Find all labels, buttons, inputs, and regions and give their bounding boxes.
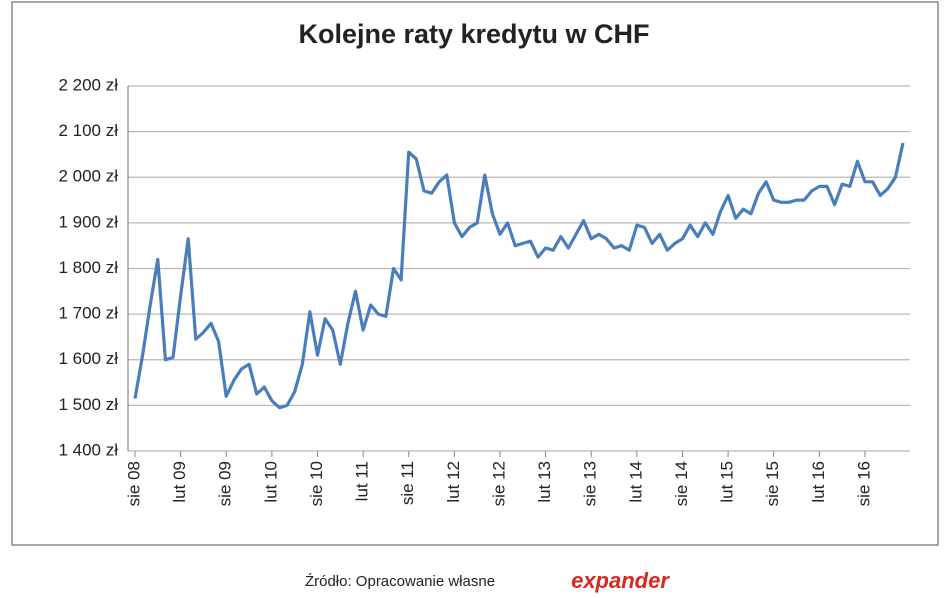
x-tick-label: sie 11 bbox=[398, 461, 417, 505]
x-tick-label: sie 13 bbox=[581, 461, 600, 506]
x-tick-label: sie 16 bbox=[854, 461, 873, 506]
x-tick-label: lut 14 bbox=[626, 461, 645, 503]
y-tick-label: 1 900 zł bbox=[58, 212, 118, 231]
x-tick-label: lut 12 bbox=[444, 461, 463, 503]
x-tick-label: lut 15 bbox=[718, 461, 737, 503]
x-tick-label: lut 13 bbox=[535, 461, 554, 503]
y-tick-label: 2 200 zł bbox=[58, 75, 118, 94]
x-tick-label: sie 09 bbox=[216, 461, 235, 506]
y-tick-label: 1 700 zł bbox=[58, 304, 118, 323]
x-tick-label: lut 09 bbox=[170, 461, 189, 503]
chart-title: Kolejne raty kredytu w CHF bbox=[298, 19, 649, 49]
y-tick-label: 1 400 zł bbox=[58, 440, 118, 459]
chart-frame bbox=[11, 1, 939, 546]
x-tick-label: sie 10 bbox=[307, 461, 326, 506]
source: Źródło: Opracowanie własne bbox=[305, 573, 495, 590]
y-tick-label: 1 600 zł bbox=[58, 349, 118, 368]
series-line bbox=[133, 142, 905, 410]
x-tick-label: sie 15 bbox=[763, 461, 782, 506]
x-tick-label: lut 11 bbox=[353, 461, 372, 501]
x-tick-label: sie 14 bbox=[672, 461, 691, 506]
logo: expander bbox=[571, 568, 670, 593]
y-tick-label: 2 000 zł bbox=[58, 167, 118, 186]
y-tick-label: 1 500 zł bbox=[58, 395, 118, 414]
x-tick-label: lut 10 bbox=[261, 461, 280, 503]
y-tick-label: 2 100 zł bbox=[58, 121, 118, 140]
x-tick-label: sie 08 bbox=[124, 461, 143, 506]
y-tick-label: 1 800 zł bbox=[58, 258, 118, 277]
x-tick-label: lut 16 bbox=[809, 461, 828, 503]
x-tick-label: sie 12 bbox=[489, 461, 508, 506]
